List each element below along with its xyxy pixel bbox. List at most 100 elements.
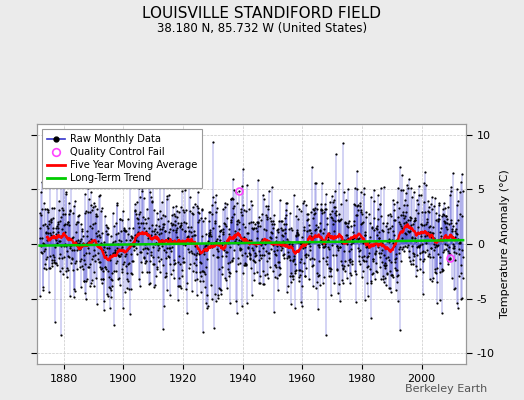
- Text: 38.180 N, 85.732 W (United States): 38.180 N, 85.732 W (United States): [157, 22, 367, 35]
- Point: [419, 248, 427, 254]
- Point: [328, 192, 336, 199]
- Point: [192, 250, 201, 256]
- Point: [265, 188, 274, 194]
- Point: [245, 237, 253, 244]
- Point: [301, 265, 310, 272]
- Point: [224, 260, 232, 266]
- Point: [267, 246, 276, 253]
- Point: [422, 240, 431, 247]
- Point: [355, 235, 364, 241]
- Point: [402, 202, 411, 208]
- Point: [359, 268, 367, 274]
- Point: [441, 219, 450, 226]
- Point: [381, 260, 389, 266]
- Point: [264, 275, 272, 281]
- Point: [236, 247, 244, 254]
- Point: [152, 228, 161, 235]
- Point: [324, 237, 332, 244]
- Point: [319, 280, 328, 286]
- Point: [440, 200, 449, 206]
- Point: [416, 256, 424, 262]
- Point: [403, 221, 412, 227]
- Point: [49, 254, 58, 260]
- Point: [171, 260, 180, 266]
- Point: [51, 319, 60, 326]
- Point: [206, 239, 215, 246]
- Point: [173, 225, 181, 232]
- Point: [232, 268, 240, 275]
- Point: [210, 241, 218, 247]
- Point: [259, 245, 267, 252]
- Point: [267, 235, 275, 241]
- Point: [340, 220, 348, 226]
- Point: [54, 198, 63, 204]
- Point: [181, 187, 190, 193]
- Point: [130, 206, 139, 213]
- Point: [279, 221, 288, 228]
- Point: [198, 233, 206, 240]
- Point: [442, 223, 451, 230]
- Point: [443, 248, 452, 254]
- Point: [230, 247, 238, 253]
- Point: [456, 188, 464, 195]
- Point: [256, 272, 265, 279]
- Point: [52, 224, 60, 231]
- Point: [62, 189, 70, 196]
- Point: [428, 278, 436, 284]
- Point: [94, 238, 102, 244]
- Point: [134, 220, 142, 227]
- Point: [444, 261, 452, 268]
- Point: [410, 217, 419, 223]
- Point: [392, 251, 401, 257]
- Point: [163, 245, 171, 251]
- Point: [457, 261, 465, 268]
- Point: [297, 241, 305, 247]
- Point: [119, 227, 128, 233]
- Point: [288, 227, 296, 233]
- Point: [327, 266, 335, 272]
- Point: [362, 244, 370, 250]
- Point: [77, 256, 85, 262]
- Point: [260, 280, 268, 287]
- Point: [354, 202, 362, 208]
- Point: [252, 240, 260, 246]
- Point: [108, 239, 117, 245]
- Point: [353, 186, 362, 192]
- Point: [333, 267, 341, 273]
- Point: [318, 240, 326, 247]
- Point: [395, 219, 403, 225]
- Point: [72, 228, 81, 235]
- Point: [350, 201, 358, 208]
- Point: [49, 252, 57, 258]
- Point: [341, 219, 350, 225]
- Point: [296, 259, 304, 265]
- Point: [281, 229, 289, 236]
- Point: [421, 208, 430, 215]
- Point: [239, 262, 248, 268]
- Point: [229, 255, 237, 262]
- Point: [289, 272, 297, 279]
- Point: [52, 165, 61, 171]
- Point: [316, 236, 325, 243]
- Point: [351, 234, 359, 240]
- Point: [101, 264, 109, 270]
- Point: [123, 270, 131, 276]
- Point: [285, 241, 293, 247]
- Point: [394, 185, 402, 191]
- Point: [395, 246, 403, 252]
- Point: [271, 274, 280, 280]
- Point: [90, 247, 98, 253]
- Point: [454, 305, 462, 311]
- Point: [138, 269, 146, 276]
- Point: [193, 203, 201, 210]
- Point: [91, 258, 99, 264]
- Point: [222, 249, 231, 256]
- Point: [394, 214, 402, 220]
- Point: [160, 302, 169, 309]
- Point: [148, 244, 157, 250]
- Point: [333, 247, 342, 254]
- Point: [357, 220, 366, 226]
- Point: [250, 270, 258, 276]
- Point: [190, 232, 199, 238]
- Point: [313, 306, 322, 312]
